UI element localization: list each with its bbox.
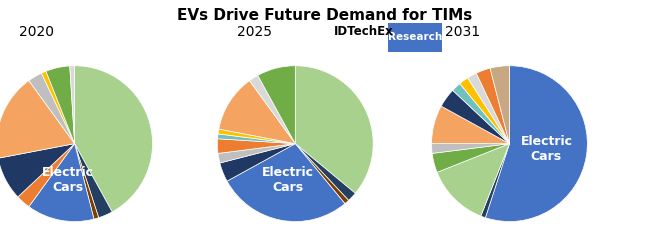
Wedge shape — [437, 144, 509, 216]
Text: 2020: 2020 — [19, 25, 55, 39]
Wedge shape — [0, 81, 75, 158]
Wedge shape — [258, 66, 295, 144]
Wedge shape — [227, 144, 345, 222]
Wedge shape — [485, 66, 587, 222]
Wedge shape — [0, 144, 75, 197]
Wedge shape — [295, 66, 373, 193]
Text: 2025: 2025 — [237, 25, 272, 39]
Wedge shape — [218, 144, 295, 163]
Wedge shape — [432, 144, 509, 172]
Wedge shape — [476, 68, 509, 144]
Wedge shape — [29, 144, 94, 222]
Wedge shape — [468, 73, 509, 144]
Wedge shape — [75, 66, 153, 212]
Wedge shape — [490, 66, 509, 144]
Wedge shape — [441, 90, 509, 144]
Wedge shape — [218, 129, 295, 144]
Text: Electric
Cars: Electric Cars — [262, 166, 314, 194]
Wedge shape — [75, 144, 112, 218]
Text: Electric
Cars: Electric Cars — [42, 166, 93, 194]
Wedge shape — [432, 144, 509, 153]
Wedge shape — [18, 144, 75, 207]
Text: Research: Research — [388, 32, 442, 42]
Wedge shape — [69, 66, 75, 144]
Wedge shape — [453, 84, 509, 144]
Wedge shape — [481, 144, 509, 218]
Wedge shape — [460, 78, 509, 144]
Wedge shape — [295, 144, 349, 204]
Wedge shape — [249, 75, 295, 144]
Wedge shape — [46, 66, 75, 144]
Wedge shape — [219, 81, 295, 144]
Wedge shape — [75, 144, 99, 219]
Wedge shape — [295, 144, 355, 200]
Text: IDTechEx: IDTechEx — [334, 25, 394, 38]
Wedge shape — [217, 139, 295, 153]
Text: EVs Drive Future Demand for TIMs: EVs Drive Future Demand for TIMs — [177, 8, 472, 23]
Wedge shape — [220, 144, 295, 181]
Wedge shape — [29, 73, 75, 144]
Wedge shape — [432, 106, 509, 144]
Wedge shape — [217, 134, 295, 144]
Wedge shape — [42, 71, 75, 144]
Text: 2031: 2031 — [445, 25, 480, 39]
Text: Electric
Cars: Electric Cars — [520, 136, 572, 164]
